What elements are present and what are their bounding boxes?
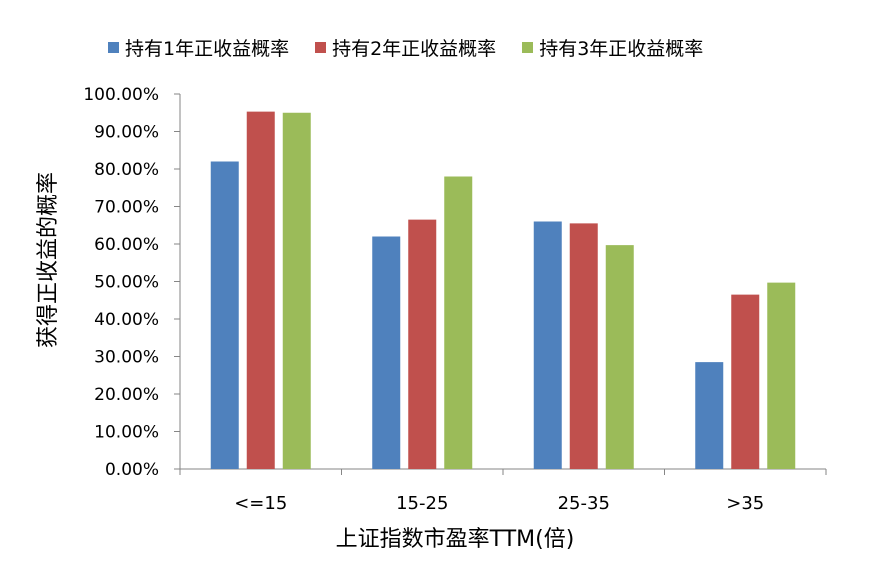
chart-legend: 持有1年正收益概率 持有2年正收益概率 持有3年正收益概率 — [108, 34, 703, 61]
bar-series-1 — [695, 362, 724, 469]
x-axis-label: 上证指数市盈率TTM(倍) — [335, 527, 575, 552]
x-tick-label: 25-35 — [558, 493, 610, 514]
x-tick-label: 15-25 — [396, 493, 448, 514]
y-axis-label: 获得正收益的概率 — [36, 171, 61, 349]
bar-series-2 — [246, 111, 275, 469]
y-tick-label: 20.00% — [94, 385, 159, 405]
y-tick-label: 70.00% — [94, 198, 159, 218]
y-tick-label: 80.00% — [94, 160, 159, 180]
x-tick-label: <=15 — [234, 493, 287, 514]
legend-label-series-3: 持有3年正收益概率 — [539, 38, 704, 60]
y-tick-label: 60.00% — [94, 235, 159, 255]
bar-series-1 — [372, 236, 401, 469]
y-tick-label: 40.00% — [94, 310, 159, 330]
bar-series-2 — [408, 219, 437, 469]
y-tick-label: 30.00% — [94, 348, 159, 368]
bar-series-3 — [605, 245, 634, 469]
x-tick-label: >35 — [726, 493, 764, 514]
bar-series-1 — [533, 221, 562, 469]
bar-series-1 — [210, 161, 239, 469]
bar-series-3 — [282, 112, 311, 469]
y-tick-label: 10.00% — [94, 423, 159, 443]
bar-series-3 — [444, 176, 473, 469]
bar-series-2 — [731, 294, 760, 469]
bar-series-3 — [767, 282, 796, 469]
legend-label-series-2: 持有2年正收益概率 — [332, 38, 497, 60]
y-tick-label: 50.00% — [94, 273, 159, 293]
legend-label-series-1: 持有1年正收益概率 — [125, 38, 290, 60]
legend-item-series-3: 持有3年正收益概率 — [522, 34, 703, 61]
y-tick-label: 100.00% — [83, 85, 159, 105]
legend-swatch-series-1 — [108, 42, 119, 53]
legend-item-series-2: 持有2年正收益概率 — [315, 34, 496, 61]
bar-series-2 — [569, 223, 598, 469]
legend-swatch-series-2 — [315, 42, 327, 53]
legend-item-series-1: 持有1年正收益概率 — [108, 34, 289, 61]
legend-swatch-series-3 — [522, 42, 534, 53]
y-tick-label: 90.00% — [94, 123, 159, 143]
y-tick-label: 0.00% — [105, 460, 159, 480]
